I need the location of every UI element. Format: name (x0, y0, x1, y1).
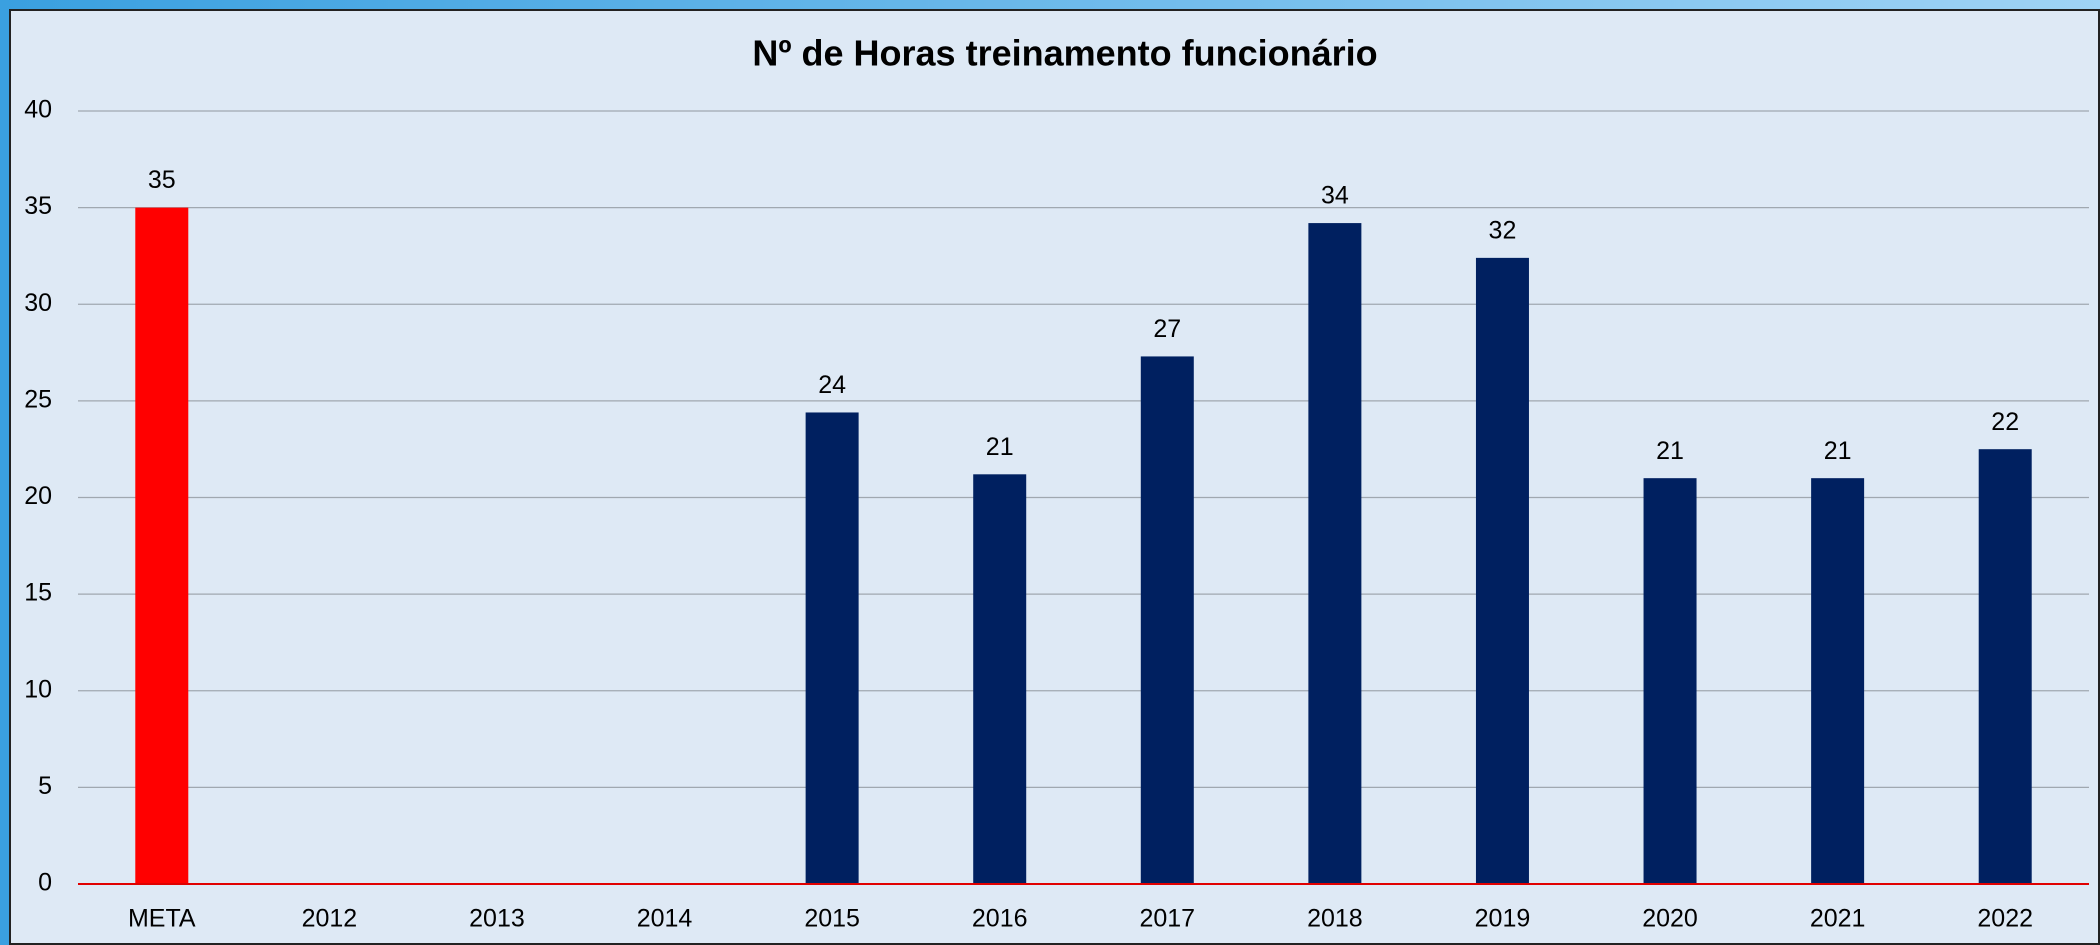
x-tick-label: 2013 (469, 905, 525, 933)
x-tick-label: 2019 (1475, 905, 1531, 933)
x-tick-label: 2017 (1139, 905, 1195, 933)
x-tick-label: 2012 (302, 905, 358, 933)
x-tick-label: 2014 (637, 905, 693, 933)
y-tick-label: 30 (24, 289, 52, 317)
bar (135, 207, 189, 884)
x-tick-label: 2022 (1977, 905, 2033, 933)
y-tick-label: 35 (24, 192, 52, 220)
bar (1811, 478, 1865, 884)
x-tick-label: 2021 (1810, 905, 1866, 933)
data-label: 34 (1321, 182, 1349, 210)
chart-title: Nº de Horas treinamento funcionário (752, 33, 1377, 74)
y-tick-label: 5 (38, 772, 52, 800)
chart-background (9, 9, 2100, 945)
x-tick-label: 2016 (972, 905, 1028, 933)
y-tick-label: 10 (24, 675, 52, 703)
data-label: 22 (1991, 408, 2019, 436)
bar (1140, 356, 1194, 884)
y-tick-label: 40 (24, 96, 52, 124)
data-label: 35 (148, 166, 176, 194)
bar (973, 474, 1027, 884)
data-label: 21 (986, 433, 1014, 461)
y-tick-label: 20 (24, 482, 52, 510)
y-tick-label: 15 (24, 579, 52, 607)
bar (1475, 257, 1529, 884)
bar (1308, 223, 1362, 884)
bar (1643, 478, 1697, 884)
data-label: 21 (1656, 437, 1684, 465)
x-tick-label: 2020 (1642, 905, 1698, 933)
bar (1978, 449, 2032, 884)
data-label: 32 (1489, 216, 1517, 244)
data-label: 27 (1153, 315, 1181, 343)
x-tick-label: 2018 (1307, 905, 1363, 933)
data-label: 24 (818, 371, 846, 399)
data-label: 21 (1824, 437, 1852, 465)
y-tick-label: 0 (38, 869, 52, 897)
bar (805, 412, 859, 884)
x-tick-label: META (128, 905, 196, 933)
x-tick-label: 2015 (804, 905, 860, 933)
y-tick-label: 25 (24, 385, 52, 413)
